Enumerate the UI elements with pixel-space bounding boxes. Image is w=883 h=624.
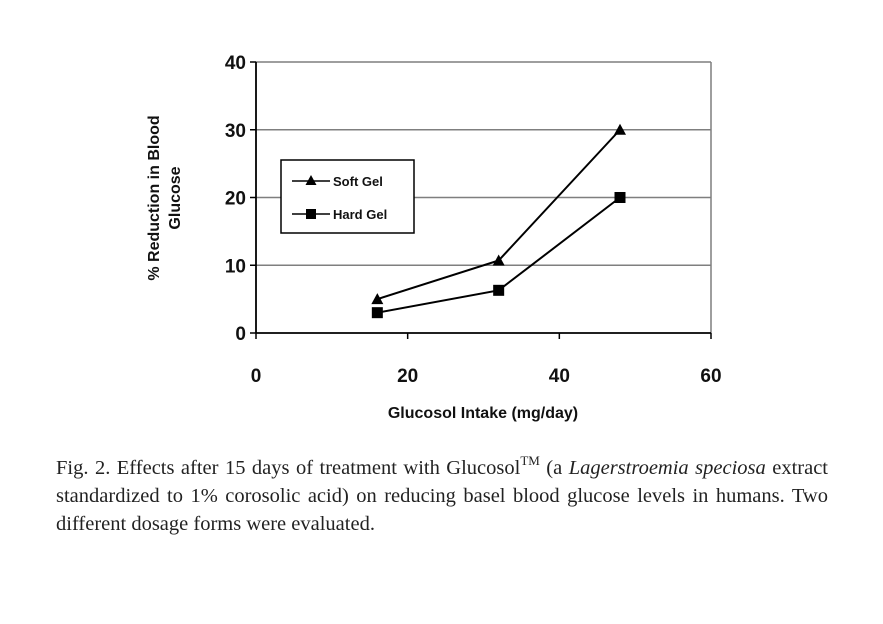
y-tick-label-10: 10	[225, 256, 246, 277]
y-tick-label-0: 0	[235, 324, 246, 345]
point-hard-gel-32	[493, 284, 505, 296]
x-tick-label-0: 0	[251, 366, 262, 387]
caption-mid-2: extract standardized to 1% corosolic aci…	[56, 457, 828, 535]
y-tick-label-40: 40	[225, 53, 246, 74]
axes	[250, 61, 712, 339]
tick-labels: 0 10 20 30 40 0 20 40 60	[225, 53, 722, 387]
caption-species-italic: Lagerstroemia speciosa	[568, 457, 766, 479]
line-chart: 0 10 20 30 40 0 20 40 60 Glucosol Intake (mg/day…	[146, 53, 722, 422]
point-soft-gel-16	[371, 293, 384, 305]
legend-marker-soft-gel	[305, 175, 317, 185]
caption-prefix: Fig. 2. Effects after 15 days of treatme…	[56, 457, 521, 479]
legend-box	[280, 159, 415, 234]
x-tick-label-40: 40	[549, 366, 570, 387]
legend-label-hard-gel: Hard Gel	[333, 207, 387, 222]
x-tick-label-20: 20	[397, 366, 418, 387]
caption-mid-1: (a	[539, 457, 569, 479]
series-group	[371, 123, 626, 319]
x-tick-label-60: 60	[700, 366, 721, 387]
y-axis-title-line-2: Glucose	[167, 166, 184, 229]
legend: Soft Gel Hard Gel	[280, 159, 415, 234]
point-hard-gel-48	[614, 192, 626, 203]
point-soft-gel-48	[614, 123, 626, 135]
trademark-superscript: TM	[520, 453, 540, 468]
y-axis-title-line-1: % Reduction in Blood	[146, 115, 163, 280]
point-hard-gel-16	[371, 307, 383, 319]
legend-label-soft-gel: Soft Gel	[333, 174, 383, 189]
y-axis-title: % Reduction in Blood Glucose	[146, 115, 184, 280]
plot-area: 0 10 20 30 40 0 20 40 60	[225, 53, 722, 387]
x-axis-title: Glucosol Intake (mg/day)	[388, 405, 578, 422]
y-tick-label-20: 20	[225, 189, 246, 210]
figure-caption: Fig. 2. Effects after 15 days of treatme…	[56, 454, 828, 538]
legend-marker-hard-gel	[306, 209, 316, 219]
point-soft-gel-32	[492, 254, 505, 266]
y-tick-label-30: 30	[225, 121, 246, 142]
